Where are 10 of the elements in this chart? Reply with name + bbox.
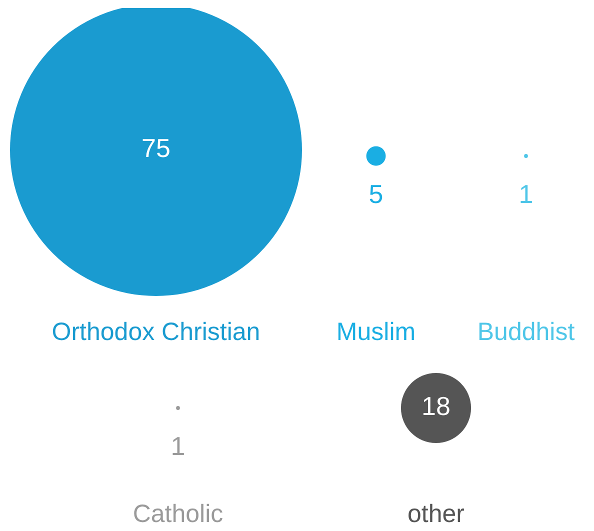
data-label: 1 xyxy=(518,179,534,210)
data-label: 5 xyxy=(368,179,384,210)
category-label: other xyxy=(408,500,464,528)
category-label: Catholic xyxy=(132,500,224,528)
data-label: 18 xyxy=(422,391,450,422)
category-label: Buddhist xyxy=(477,318,575,346)
data-label: 75 xyxy=(142,133,170,164)
category-label: Muslim xyxy=(336,318,416,346)
data-label: 1 xyxy=(170,431,186,462)
category-label: Orthodox Christian xyxy=(52,318,260,346)
